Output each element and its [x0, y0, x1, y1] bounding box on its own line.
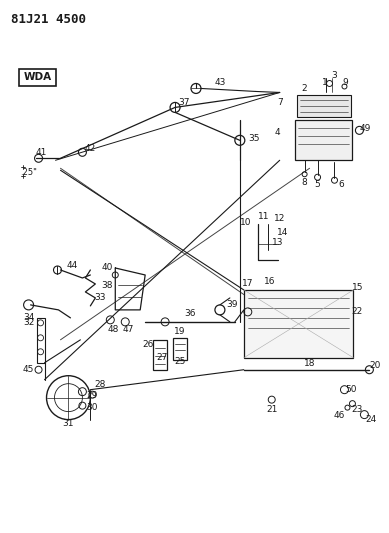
Text: 44: 44 — [67, 261, 78, 270]
Bar — [297, 95, 351, 117]
Text: 26: 26 — [142, 340, 154, 349]
Text: 18: 18 — [304, 359, 315, 368]
Text: 10: 10 — [240, 217, 252, 227]
Text: 41: 41 — [36, 148, 47, 157]
Text: 16: 16 — [264, 278, 275, 286]
Text: 9: 9 — [343, 78, 348, 87]
Text: 35: 35 — [248, 134, 259, 143]
Text: 12: 12 — [274, 214, 286, 223]
Text: 34: 34 — [23, 313, 34, 322]
Text: .25": .25" — [20, 168, 37, 177]
Text: 40: 40 — [102, 263, 113, 272]
Text: 4: 4 — [275, 128, 280, 137]
Text: 50: 50 — [346, 385, 357, 394]
Bar — [19, 69, 56, 86]
Text: 13: 13 — [272, 238, 284, 247]
Text: 31: 31 — [63, 419, 74, 428]
Bar — [153, 340, 167, 370]
Text: 22: 22 — [352, 308, 363, 317]
Bar — [294, 120, 352, 160]
Text: 6: 6 — [338, 180, 344, 189]
Text: 47: 47 — [123, 325, 134, 334]
Text: 43: 43 — [214, 78, 226, 87]
Text: 14: 14 — [277, 228, 288, 237]
Text: 1: 1 — [322, 78, 328, 87]
Text: 39: 39 — [226, 301, 238, 309]
Text: 23: 23 — [352, 405, 363, 414]
Text: 8: 8 — [302, 177, 307, 187]
Text: 19: 19 — [174, 327, 186, 336]
Text: 15: 15 — [352, 284, 363, 293]
Text: 3: 3 — [332, 71, 337, 80]
Text: 81J21 4500: 81J21 4500 — [11, 13, 86, 26]
Text: 7: 7 — [277, 98, 282, 107]
Text: 17: 17 — [242, 279, 254, 288]
Text: 48: 48 — [108, 325, 119, 334]
Text: 46: 46 — [334, 411, 345, 420]
Text: 2: 2 — [302, 84, 307, 93]
Text: 29: 29 — [87, 391, 98, 400]
Text: 5: 5 — [315, 180, 321, 189]
Bar — [37, 318, 44, 363]
Bar — [173, 338, 187, 360]
Text: 27: 27 — [156, 353, 168, 362]
Text: 30: 30 — [87, 403, 98, 412]
Text: 24: 24 — [366, 415, 377, 424]
Text: 21: 21 — [266, 405, 277, 414]
Text: 11: 11 — [258, 212, 270, 221]
Text: 36: 36 — [184, 309, 196, 318]
Text: WDA: WDA — [23, 72, 52, 83]
Text: 45: 45 — [23, 365, 34, 374]
Text: 42: 42 — [85, 144, 96, 153]
Text: 37: 37 — [178, 98, 189, 107]
Text: 32: 32 — [23, 318, 34, 327]
Text: 25: 25 — [174, 357, 186, 366]
Text: 28: 28 — [95, 380, 106, 389]
Text: 20: 20 — [370, 361, 381, 370]
Text: 38: 38 — [102, 281, 113, 290]
Text: 33: 33 — [95, 294, 106, 302]
Text: 49: 49 — [360, 124, 371, 133]
Bar — [244, 290, 354, 358]
